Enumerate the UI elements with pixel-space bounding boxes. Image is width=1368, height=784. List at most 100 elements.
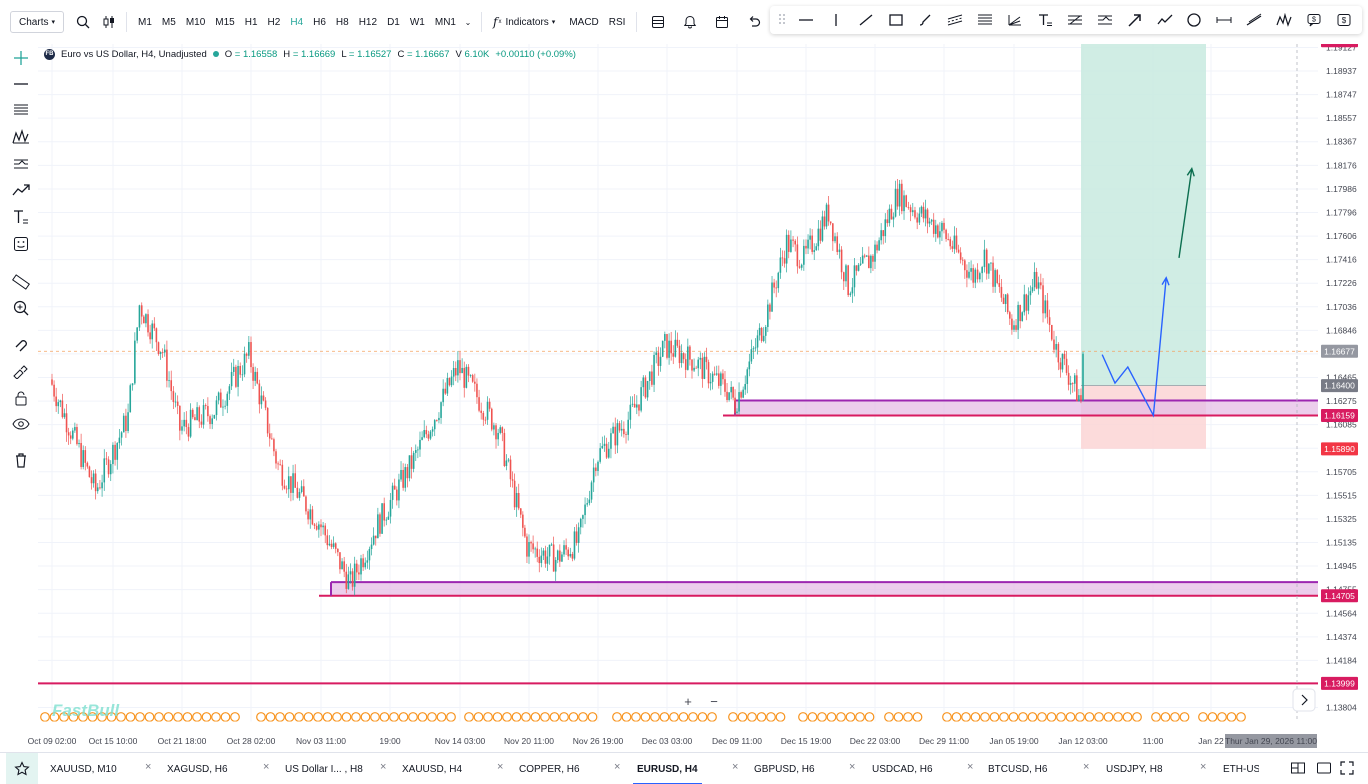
economic-event-marker[interactable] xyxy=(182,712,193,722)
close-tab-icon[interactable]: × xyxy=(497,761,504,773)
economic-event-marker[interactable] xyxy=(903,712,913,722)
economic-event-marker[interactable] xyxy=(446,712,456,722)
economic-event-marker[interactable] xyxy=(154,712,164,722)
symbol-tab[interactable]: USDCAD, H6 xyxy=(872,759,933,779)
economic-event-marker[interactable] xyxy=(1103,712,1114,722)
economic-event-marker[interactable] xyxy=(49,712,60,722)
candlestick-type-icon[interactable] xyxy=(98,9,120,35)
economic-event-marker[interactable] xyxy=(826,712,837,722)
macd-button[interactable]: MACD xyxy=(569,16,599,28)
economic-event-marker[interactable] xyxy=(697,712,708,722)
economic-event-marker[interactable] xyxy=(106,712,117,722)
economic-event-marker[interactable] xyxy=(747,712,757,722)
economic-event-marker[interactable] xyxy=(303,712,314,722)
economic-event-marker[interactable] xyxy=(511,712,522,722)
text-tool-icon[interactable] xyxy=(9,205,33,229)
timeframe-h8[interactable]: H8 xyxy=(335,16,349,28)
layout-icon[interactable] xyxy=(647,9,669,35)
economic-event-marker[interactable] xyxy=(1113,712,1123,722)
economic-event-marker[interactable] xyxy=(87,712,98,722)
economic-event-marker[interactable] xyxy=(398,712,409,722)
timeframe-h4[interactable]: H4 xyxy=(290,16,304,28)
projection-arrow-green[interactable] xyxy=(1178,168,1193,258)
economic-event-marker[interactable] xyxy=(951,712,962,722)
close-tab-icon[interactable]: × xyxy=(967,761,974,773)
zoom-in-button[interactable]: + xyxy=(684,693,692,709)
economic-event-marker[interactable] xyxy=(999,712,1009,722)
search-icon[interactable] xyxy=(72,9,94,35)
crosshair-icon[interactable] xyxy=(9,46,33,70)
timeframe-m10[interactable]: M10 xyxy=(185,16,206,28)
economic-event-marker[interactable] xyxy=(59,712,69,722)
economic-event-marker[interactable] xyxy=(1170,712,1180,722)
economic-event-marker[interactable] xyxy=(332,712,342,722)
economic-event-marker[interactable] xyxy=(678,712,689,722)
symbol-tab[interactable]: XAUUSD, M10 xyxy=(50,759,117,779)
economic-event-marker[interactable] xyxy=(549,712,560,722)
timeframe-h1[interactable]: H1 xyxy=(244,16,258,28)
economic-event-marker[interactable] xyxy=(980,712,990,722)
rsi-button[interactable]: RSI xyxy=(608,16,626,28)
support-zone[interactable] xyxy=(331,582,1318,596)
economic-event-marker[interactable] xyxy=(845,712,856,722)
economic-event-marker[interactable] xyxy=(707,712,717,722)
close-tab-icon[interactable]: × xyxy=(263,761,270,773)
economic-event-marker[interactable] xyxy=(40,712,50,722)
economic-event-marker[interactable] xyxy=(1018,712,1028,722)
path-tool-icon[interactable] xyxy=(9,178,33,202)
rectangle-icon[interactable] xyxy=(884,7,908,33)
magnet-icon[interactable] xyxy=(9,333,33,357)
economic-event-marker[interactable] xyxy=(942,712,952,722)
close-tab-icon[interactable]: × xyxy=(380,761,387,773)
economic-event-marker[interactable] xyxy=(78,712,88,722)
economic-event-marker[interactable] xyxy=(220,712,231,722)
economic-event-marker[interactable] xyxy=(1198,712,1208,722)
economic-event-marker[interactable] xyxy=(540,712,550,722)
alert-icon[interactable] xyxy=(679,9,701,35)
economic-event-marker[interactable] xyxy=(1151,712,1161,722)
single-view-icon[interactable] xyxy=(1316,761,1332,778)
close-tab-icon[interactable]: × xyxy=(145,761,152,773)
economic-event-marker[interactable] xyxy=(1084,712,1095,722)
split-view-icon[interactable] xyxy=(1290,761,1306,778)
arrow-tool-icon[interactable] xyxy=(1123,7,1147,33)
economic-event-marker[interactable] xyxy=(492,712,503,722)
vertical-line-icon[interactable] xyxy=(824,7,848,33)
economic-event-marker[interactable] xyxy=(817,712,827,722)
charts-dropdown[interactable]: Charts ▾ xyxy=(10,11,64,33)
symbol-tab[interactable]: XAUUSD, H4 xyxy=(402,759,462,779)
fib-extension-icon[interactable] xyxy=(1063,7,1087,33)
pitchfork-icon[interactable] xyxy=(9,152,33,176)
economic-event-marker[interactable] xyxy=(173,712,183,722)
economic-event-marker[interactable] xyxy=(989,712,1000,722)
economic-event-marker[interactable] xyxy=(737,712,748,722)
symbol-title[interactable]: Euro vs US Dollar, H4, Unadjusted xyxy=(61,48,207,60)
economic-event-marker[interactable] xyxy=(1046,712,1057,722)
economic-event-marker[interactable] xyxy=(970,712,981,722)
economic-event-marker[interactable] xyxy=(893,712,904,722)
support-zone[interactable] xyxy=(735,400,1318,416)
timeframe-mn1[interactable]: MN1 xyxy=(434,16,456,28)
timeframe-m1[interactable]: M1 xyxy=(138,16,152,28)
economic-event-marker[interactable] xyxy=(201,712,212,722)
economic-event-marker[interactable] xyxy=(341,712,352,722)
economic-event-marker[interactable] xyxy=(961,712,971,722)
economic-event-marker[interactable] xyxy=(1207,712,1218,722)
timeframe-h2[interactable]: H2 xyxy=(267,16,281,28)
range-tool-icon[interactable] xyxy=(1212,7,1236,33)
price-note-icon[interactable]: $ xyxy=(1332,7,1356,33)
trend-line-icon[interactable] xyxy=(854,7,878,33)
economic-event-marker[interactable] xyxy=(640,712,651,722)
economic-event-marker[interactable] xyxy=(766,712,776,722)
symbol-tab[interactable]: EURUSD, H4 xyxy=(633,759,702,784)
economic-event-marker[interactable] xyxy=(1122,712,1133,722)
long-position-target-zone[interactable] xyxy=(1081,44,1206,386)
economic-event-marker[interactable] xyxy=(256,712,266,722)
lock-icon[interactable] xyxy=(9,386,33,410)
projection-path-blue[interactable] xyxy=(1101,277,1167,418)
ray-tool-icon[interactable] xyxy=(1242,7,1266,33)
economic-event-marker[interactable] xyxy=(473,712,484,722)
more-timeframes-chevron-icon[interactable]: ⌄ xyxy=(464,17,472,27)
economic-event-marker[interactable] xyxy=(1056,712,1066,722)
economic-event-marker[interactable] xyxy=(294,712,304,722)
